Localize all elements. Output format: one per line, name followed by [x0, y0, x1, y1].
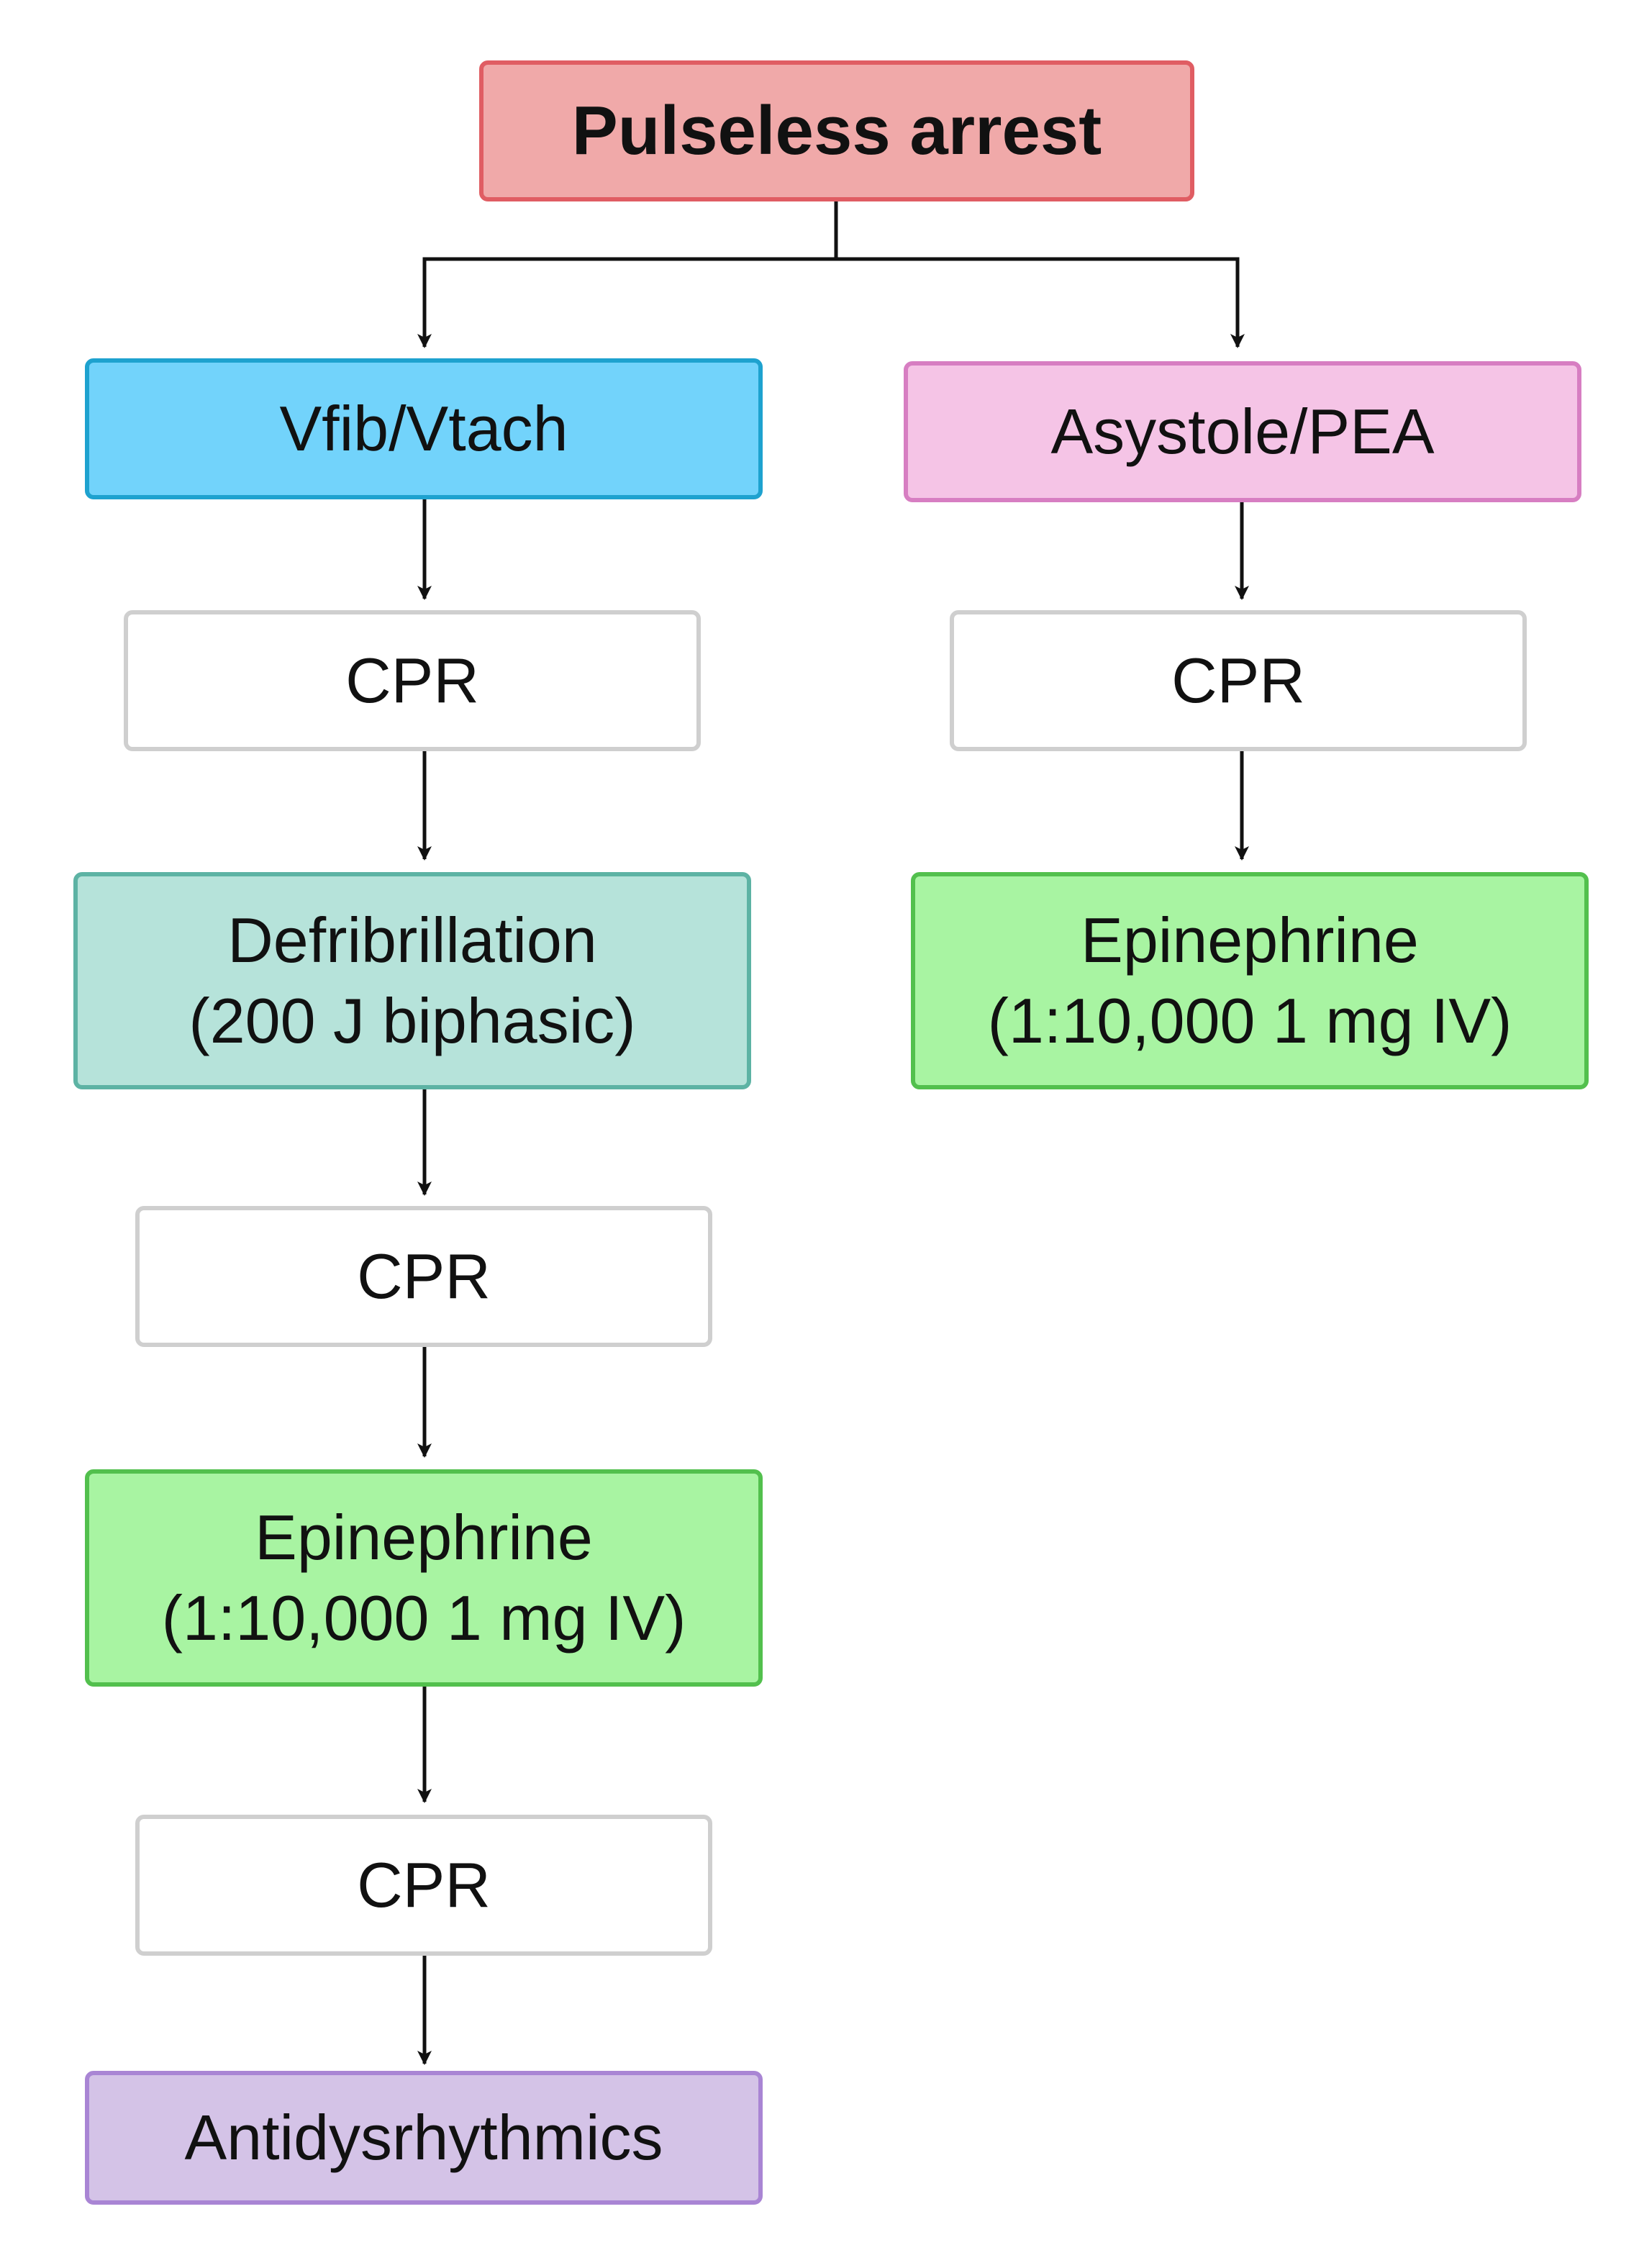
- vfib-vtach-label: Vfib/Vtach: [279, 393, 568, 464]
- cpr-label: CPR: [357, 1240, 491, 1312]
- defibrillation-label: Defribrillation: [227, 904, 597, 976]
- cpr-label: CPR: [345, 645, 479, 716]
- epinephrine-dose-label: (1:10,000 1 mg IV): [987, 985, 1512, 1056]
- epinephrine-node-left: Epinephrine (1:10,000 1 mg IV): [85, 1469, 763, 1687]
- epinephrine-dose-label: (1:10,000 1 mg IV): [161, 1582, 686, 1654]
- defibrillation-dose-label: (200 J biphasic): [189, 985, 636, 1056]
- cpr-node-left-2: CPR: [135, 1206, 712, 1347]
- cpr-label: CPR: [1171, 645, 1305, 716]
- epinephrine-node-right: Epinephrine (1:10,000 1 mg IV): [911, 872, 1589, 1089]
- split-connector: [417, 201, 838, 348]
- pulseless-arrest-node: Pulseless arrest: [479, 60, 1194, 201]
- vfib-vtach-node: Vfib/Vtach: [85, 358, 763, 499]
- cpr-node-left-1: CPR: [124, 610, 701, 751]
- cpr-label: CPR: [357, 1849, 491, 1920]
- epinephrine-label: Epinephrine: [255, 1502, 593, 1573]
- cpr-node-left-3: CPR: [135, 1815, 712, 1956]
- cpr-node-right-1: CPR: [950, 610, 1527, 751]
- epinephrine-label: Epinephrine: [1081, 904, 1419, 976]
- asystole-pea-node: Asystole/PEA: [904, 361, 1581, 502]
- antidysrhythmics-node: Antidysrhythmics: [85, 2071, 763, 2205]
- antidysrhythmics-label: Antidysrhythmics: [184, 2102, 663, 2173]
- pulseless-arrest-label: Pulseless arrest: [571, 92, 1102, 169]
- asystole-pea-label: Asystole/PEA: [1050, 396, 1435, 467]
- defibrillation-node: Defribrillation (200 J biphasic): [73, 872, 751, 1089]
- split-connector-right: [836, 257, 1245, 348]
